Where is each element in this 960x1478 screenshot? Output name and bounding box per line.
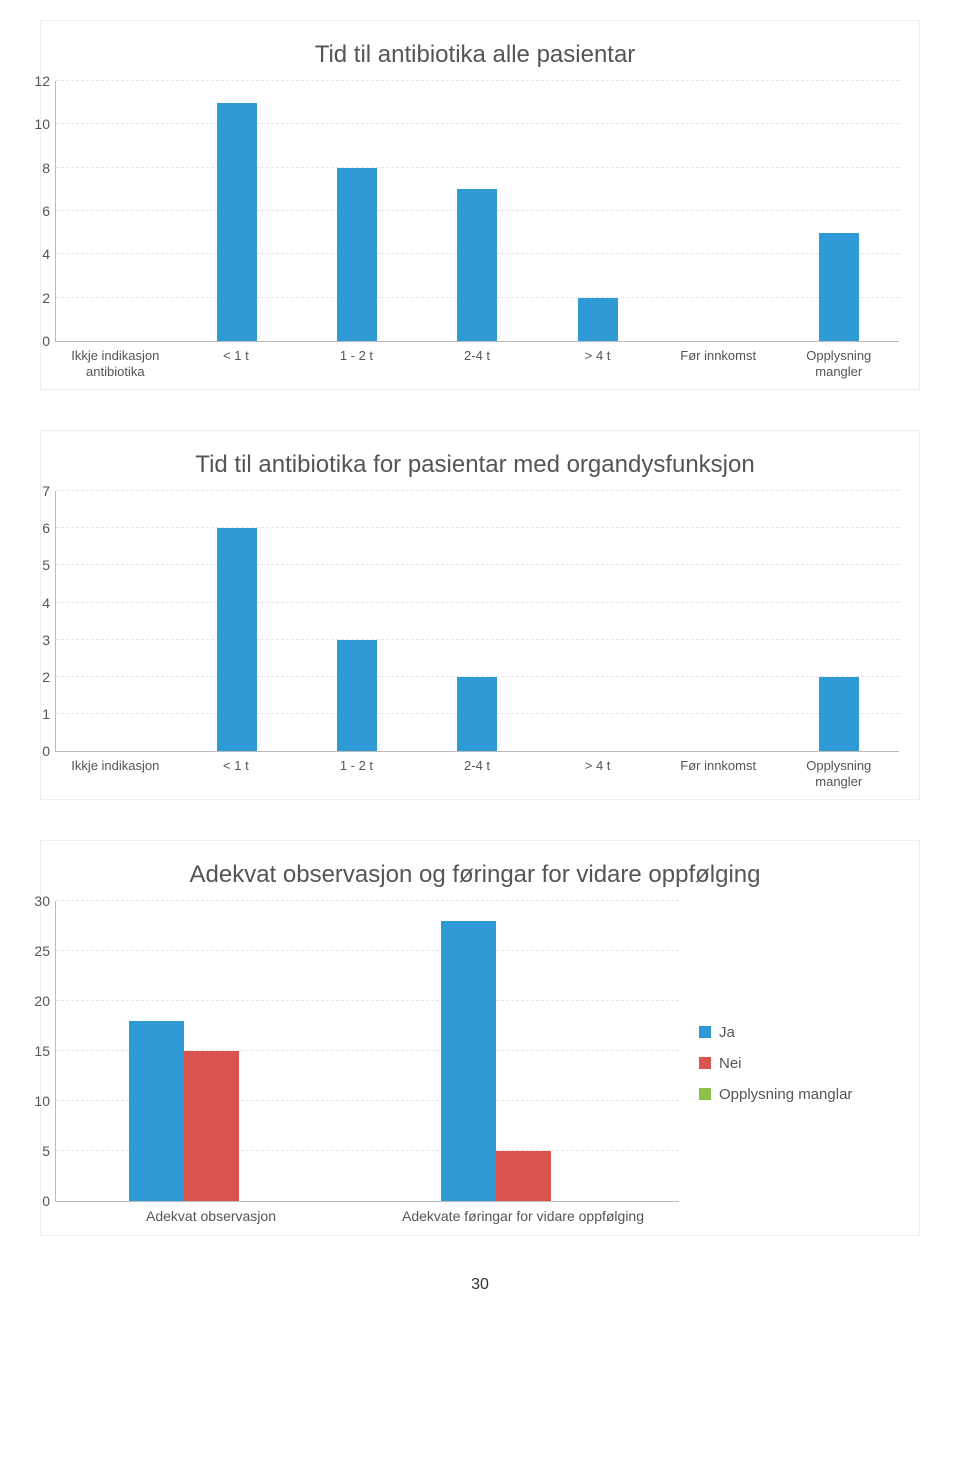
bar-slot <box>538 491 658 751</box>
y-tick-label: 2 <box>20 669 50 685</box>
bar <box>129 1021 184 1201</box>
x-tick-label: 2-4 t <box>417 752 538 789</box>
chart3-container: 051015202530 Adekvat observasjonAdekvate… <box>51 901 899 1225</box>
x-tick-label: Ikkje indikasjon <box>55 752 176 789</box>
chart2-panel: Tid til antibiotika for pasientar med or… <box>40 430 920 800</box>
bar-slot <box>658 81 778 341</box>
bar-slot <box>56 491 176 751</box>
y-tick-label: 4 <box>20 246 50 262</box>
legend-swatch <box>699 1088 711 1100</box>
bar <box>337 640 377 751</box>
chart3-panel: Adekvat observasjon og føringar for vida… <box>40 840 920 1236</box>
bar <box>578 298 618 341</box>
chart2-title: Tid til antibiotika for pasientar med or… <box>51 451 899 479</box>
y-tick-label: 30 <box>20 893 50 909</box>
bar-slot <box>779 491 899 751</box>
y-tick-label: 12 <box>20 73 50 89</box>
bar <box>184 1051 239 1201</box>
chart3-title: Adekvat observasjon og føringar for vida… <box>51 861 899 889</box>
legend-label: Ja <box>719 1024 735 1041</box>
bar-slot <box>176 81 296 341</box>
bar-slot <box>417 81 537 341</box>
y-tick-label: 0 <box>20 333 50 349</box>
chart3-legend: Ja Nei Opplysning manglar <box>699 901 899 1225</box>
bar <box>457 677 497 751</box>
legend-item: Opplysning manglar <box>699 1086 899 1103</box>
bar <box>441 921 496 1201</box>
bar-slot <box>417 491 537 751</box>
legend-item: Nei <box>699 1055 899 1072</box>
legend-label: Opplysning manglar <box>719 1086 852 1103</box>
chart1-panel: Tid til antibiotika alle pasientar 02468… <box>40 20 920 390</box>
bar-slot <box>779 81 899 341</box>
y-tick-label: 6 <box>20 203 50 219</box>
chart2-plot-wrap: 01234567 Ikkje indikasjon< 1 t1 - 2 t2-4… <box>51 491 899 789</box>
chart3-xlabels: Adekvat observasjonAdekvate føringar for… <box>55 1202 679 1225</box>
y-tick-label: 10 <box>20 116 50 132</box>
y-tick-label: 20 <box>20 993 50 1009</box>
y-tick-label: 5 <box>20 557 50 573</box>
y-tick-label: 3 <box>20 632 50 648</box>
x-tick-label: Før innkomst <box>658 342 779 379</box>
x-tick-label: 1 - 2 t <box>296 342 417 379</box>
page-number: 30 <box>40 1276 920 1294</box>
bar <box>217 528 257 751</box>
x-tick-label: 1 - 2 t <box>296 752 417 789</box>
page-root: Tid til antibiotika alle pasientar 02468… <box>0 0 960 1334</box>
y-tick-label: 0 <box>20 1193 50 1209</box>
bar-slot <box>56 81 176 341</box>
chart2-container: 01234567 Ikkje indikasjon< 1 t1 - 2 t2-4… <box>51 491 899 789</box>
chart1-container: 024681012 Ikkje indikasjon antibiotika< … <box>51 81 899 379</box>
legend-label: Nei <box>719 1055 742 1072</box>
y-tick-label: 6 <box>20 520 50 536</box>
chart1-plot-area: 024681012 <box>55 81 899 342</box>
bar <box>337 168 377 341</box>
chart2-xlabels: Ikkje indikasjon< 1 t1 - 2 t2-4 t> 4 tFø… <box>55 752 899 789</box>
chart3-plot-wrap: 051015202530 Adekvat observasjonAdekvate… <box>51 901 679 1225</box>
bar-group <box>368 901 680 1201</box>
x-tick-label: < 1 t <box>176 342 297 379</box>
x-tick-label: Adekvate føringar for vidare oppfølging <box>367 1202 679 1225</box>
x-tick-label: 2-4 t <box>417 342 538 379</box>
y-tick-label: 4 <box>20 595 50 611</box>
x-tick-label: < 1 t <box>176 752 297 789</box>
y-tick-label: 7 <box>20 483 50 499</box>
x-tick-label: Opplysning mangler <box>778 752 899 789</box>
chart1-xlabels: Ikkje indikasjon antibiotika< 1 t1 - 2 t… <box>55 342 899 379</box>
bar-slot <box>176 491 296 751</box>
x-tick-label: Før innkomst <box>658 752 779 789</box>
y-tick-label: 10 <box>20 1093 50 1109</box>
legend-swatch <box>699 1026 711 1038</box>
y-tick-label: 8 <box>20 160 50 176</box>
x-tick-label: Ikkje indikasjon antibiotika <box>55 342 176 379</box>
chart3-plot-area: 051015202530 <box>55 901 679 1202</box>
bar-slot <box>658 491 778 751</box>
y-tick-label: 25 <box>20 943 50 959</box>
x-tick-label: Adekvat observasjon <box>55 1202 367 1225</box>
x-tick-label: > 4 t <box>537 342 658 379</box>
legend-swatch <box>699 1057 711 1069</box>
chart1-plot-wrap: 024681012 Ikkje indikasjon antibiotika< … <box>51 81 899 379</box>
x-tick-label: Opplysning mangler <box>778 342 899 379</box>
y-tick-label: 15 <box>20 1043 50 1059</box>
legend-item: Ja <box>699 1024 899 1041</box>
y-tick-label: 0 <box>20 743 50 759</box>
bar-group <box>56 901 368 1201</box>
bar-slot <box>297 81 417 341</box>
x-tick-label: > 4 t <box>537 752 658 789</box>
bar <box>819 677 859 751</box>
bar <box>819 233 859 341</box>
bar <box>457 189 497 341</box>
bar-slot <box>538 81 658 341</box>
chart2-plot-area: 01234567 <box>55 491 899 752</box>
chart1-title: Tid til antibiotika alle pasientar <box>51 41 899 69</box>
bar-slot <box>297 491 417 751</box>
y-tick-label: 1 <box>20 706 50 722</box>
y-tick-label: 2 <box>20 290 50 306</box>
y-tick-label: 5 <box>20 1143 50 1159</box>
bar <box>496 1151 551 1201</box>
bar <box>217 103 257 341</box>
